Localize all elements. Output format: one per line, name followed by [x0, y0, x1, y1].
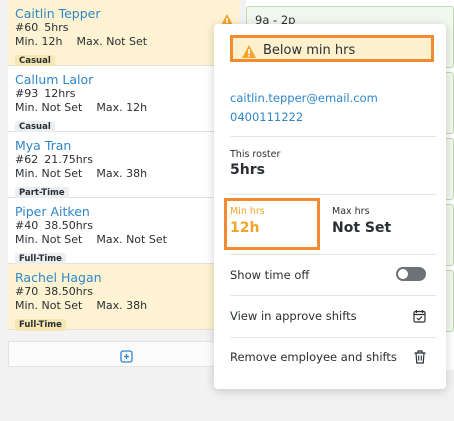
roster-value: 5hrs — [230, 162, 265, 178]
employee-number-hours: #62 21.75hrs — [15, 153, 93, 166]
trash-icon — [414, 349, 426, 368]
employee-number-hours: #70 38.50hrs — [15, 285, 93, 298]
employee-row[interactable]: Mya Tran #62 21.75hrs Min. Not Set Max. 38… — [8, 132, 240, 199]
employee-min-max: Min. Not Set Max. 38h — [15, 298, 148, 312]
divider — [230, 194, 436, 195]
max-hrs-value: Not Set — [332, 220, 392, 236]
divider — [230, 136, 436, 137]
employee-row[interactable]: Piper Aitken #40 38.50hrs Min. Not Set Max… — [8, 198, 240, 265]
employee-min-max: Min. Not Set Max. 12h — [15, 100, 148, 114]
employee-popover: Below min hrs caitlin.tepper@email.com 0… — [214, 24, 446, 389]
approve-shifts-row[interactable]: View in approve shifts — [230, 306, 426, 328]
show-time-off-toggle[interactable] — [396, 267, 426, 281]
employment-type-badge: Full-Time — [15, 253, 66, 265]
divider — [230, 254, 436, 255]
employment-type-badge: Part-Time — [15, 187, 69, 199]
employee-min-max: Min. 12h Max. Not Set — [15, 34, 148, 48]
employee-row[interactable]: Rachel Hagan #70 38.50hrs Min. Not Set Max… — [8, 264, 240, 331]
show-time-off-row[interactable]: Show time off — [230, 265, 426, 287]
add-employee-row[interactable] — [8, 341, 240, 367]
calendar-check-icon — [413, 308, 426, 327]
approve-shifts-label[interactable]: View in approve shifts — [230, 309, 357, 323]
min-hrs-value: 12h — [230, 220, 260, 236]
max-hrs-label: Max hrs — [332, 206, 370, 217]
employment-type-badge: Casual — [15, 121, 55, 133]
warning-text: Below min hrs — [263, 43, 356, 58]
employee-list: Caitlin Tepper #60 5hrs Min. 12h Max. Not … — [8, 0, 240, 331]
employee-row[interactable]: Caitlin Tepper #60 5hrs Min. 12h Max. Not … — [8, 0, 240, 67]
employee-number-hours: #60 5hrs — [15, 21, 69, 34]
roster-label: This roster — [230, 149, 281, 160]
employee-name[interactable]: Callum Lalor — [15, 72, 94, 87]
employee-name[interactable]: Caitlin Tepper — [15, 6, 101, 21]
min-hrs-label: Min hrs — [230, 206, 265, 217]
employment-type-badge: Full-Time — [15, 319, 66, 331]
employment-type-badge: Casual — [15, 55, 55, 67]
employee-row[interactable]: Callum Lalor #93 12hrs Min. Not Set Max. 1… — [8, 66, 240, 133]
divider — [230, 295, 436, 296]
warning-icon — [242, 43, 256, 62]
remove-employee-label[interactable]: Remove employee and shifts — [230, 350, 397, 364]
employee-number-hours: #40 38.50hrs — [15, 219, 93, 232]
remove-employee-row[interactable]: Remove employee and shifts — [230, 347, 426, 369]
employee-name[interactable]: Piper Aitken — [15, 204, 90, 219]
employee-name[interactable]: Mya Tran — [15, 138, 72, 153]
employee-name[interactable]: Rachel Hagan — [15, 270, 102, 285]
shift-time: 9a - 2p — [255, 13, 296, 27]
employee-min-max: Min. Not Set Max. 38h — [15, 166, 148, 180]
below-min-warning: Below min hrs — [230, 35, 434, 62]
divider — [230, 337, 436, 338]
email-link[interactable]: caitlin.tepper@email.com — [230, 91, 378, 105]
employee-min-max: Min. Not Set Max. Not Set — [15, 232, 167, 246]
phone-link[interactable]: 0400111222 — [230, 110, 304, 124]
add-note-icon[interactable] — [120, 348, 133, 367]
employee-number-hours: #93 12hrs — [15, 87, 76, 100]
min-hrs-highlight — [224, 198, 320, 250]
show-time-off-label: Show time off — [230, 268, 310, 282]
